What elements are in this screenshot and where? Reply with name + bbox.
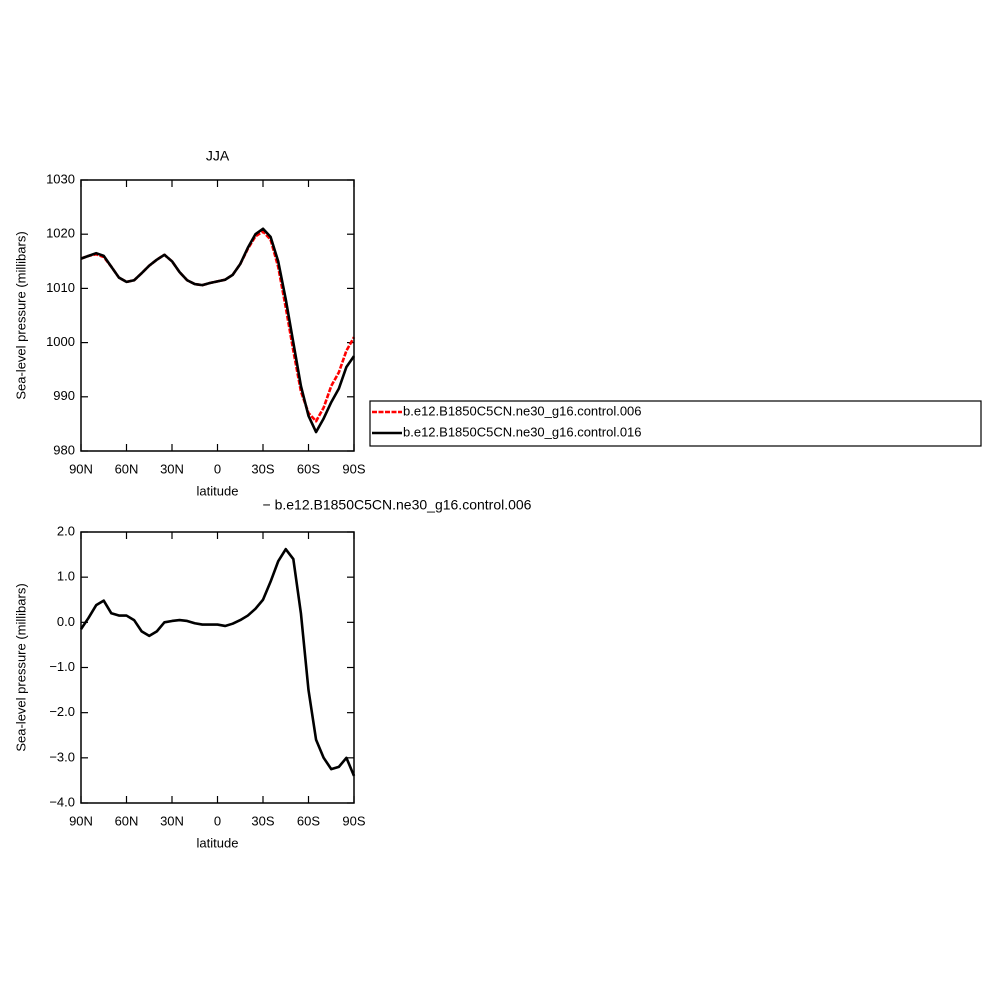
x-tick-label: 30N (160, 461, 184, 476)
y-tick-label: 1020 (46, 226, 75, 241)
y-tick-label: 1000 (46, 334, 75, 349)
x-tick-label: 30N (160, 813, 184, 828)
y-tick-label: −3.0 (49, 749, 75, 764)
y-tick-label: 2.0 (57, 523, 75, 538)
plot-frame (80, 179, 355, 452)
chart-title: − b.e12.B1850C5CN.ne30_g16.control.006 (263, 497, 532, 513)
x-tick-label: 60N (115, 461, 139, 476)
x-tick-label: 90N (69, 461, 93, 476)
x-tick-label: 0 (214, 461, 221, 476)
series-line (79, 547, 356, 777)
y-tick-label: 1030 (46, 171, 75, 186)
plot-frame (80, 531, 355, 804)
y-tick-label: 0.0 (57, 614, 75, 629)
x-axis-label: latitude (197, 835, 239, 850)
y-tick-label: 1.0 (57, 569, 75, 584)
legend-box (369, 400, 982, 447)
y-tick-label: −2.0 (49, 704, 75, 719)
x-tick-label: 0 (214, 813, 221, 828)
x-tick-label: 90S (342, 461, 365, 476)
x-tick-label: 30S (251, 461, 274, 476)
x-tick-label: 30S (251, 813, 274, 828)
series-line (80, 227, 356, 434)
y-tick-label: −4.0 (49, 794, 75, 809)
y-tick-label: 980 (53, 442, 75, 457)
y-tick-label: 1010 (46, 280, 75, 295)
legend-label: b.e12.B1850C5CN.ne30_g16.control.016 (403, 424, 642, 439)
chart-title: JJA (206, 148, 230, 164)
x-tick-label: 60S (297, 813, 320, 828)
x-axis-label: latitude (197, 483, 239, 498)
y-tick-label: −1.0 (49, 659, 75, 674)
y-axis-label: Sea-level pressure (millibars) (13, 583, 28, 751)
x-tick-label: 60S (297, 461, 320, 476)
legend-label: b.e12.B1850C5CN.ne30_g16.control.006 (403, 403, 642, 418)
x-tick-label: 90S (342, 813, 365, 828)
series-line (80, 230, 356, 423)
y-axis-label: Sea-level pressure (millibars) (13, 231, 28, 399)
x-tick-label: 60N (115, 813, 139, 828)
x-tick-label: 90N (69, 813, 93, 828)
y-tick-label: 990 (53, 388, 75, 403)
